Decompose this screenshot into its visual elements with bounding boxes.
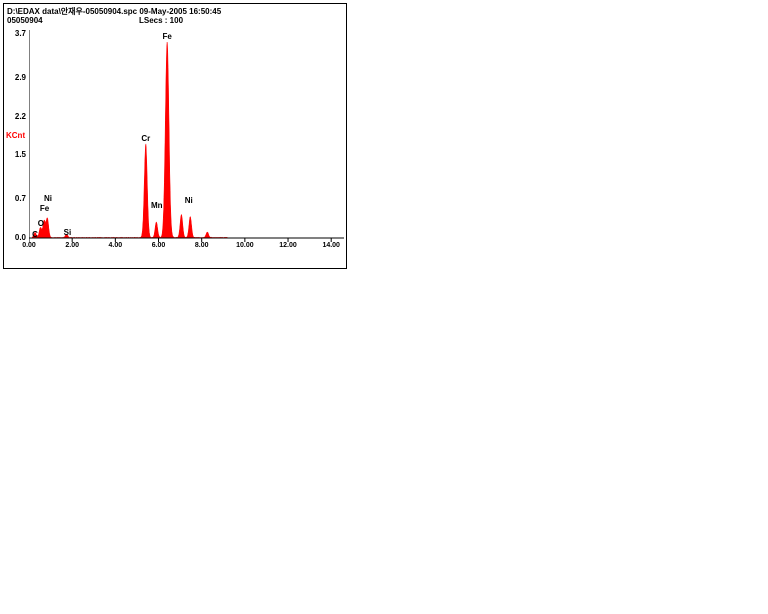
lsecs-label: LSecs : 100 bbox=[139, 16, 183, 25]
spectrum-trace bbox=[29, 42, 342, 238]
peak-label-ni: Ni bbox=[44, 194, 52, 203]
x-tick-label: 14.00 bbox=[322, 242, 340, 249]
peak-label-si: Si bbox=[64, 228, 72, 237]
y-tick-label: 2.2 bbox=[6, 112, 26, 121]
plot-area: COFeNiSiCrMnFeNi bbox=[29, 30, 344, 248]
peak-label-fe: Fe bbox=[162, 32, 171, 41]
y-tick-label: 3.7 bbox=[6, 29, 26, 38]
x-tick-label: 12.00 bbox=[279, 242, 297, 249]
x-tick-label: 6.00 bbox=[152, 242, 166, 249]
y-tick-label: 2.9 bbox=[6, 73, 26, 82]
peak-label-o: O bbox=[38, 219, 44, 228]
y-tick-label: 0.7 bbox=[6, 194, 26, 203]
sample-id: 05050904 bbox=[7, 16, 43, 25]
edax-spectrum-window: D:\EDAX data\안재우-05050904.spc 09-May-200… bbox=[3, 3, 347, 269]
spectrum-svg bbox=[29, 30, 344, 248]
peak-label-fe: Fe bbox=[40, 204, 49, 213]
peak-label-mn: Mn bbox=[151, 201, 163, 210]
x-tick-label: 10.00 bbox=[236, 242, 254, 249]
y-tick-label: 0.0 bbox=[6, 233, 26, 242]
peak-label-c: C bbox=[32, 230, 38, 239]
x-tick-label: 4.00 bbox=[109, 242, 123, 249]
peak-label-cr: Cr bbox=[141, 134, 150, 143]
x-tick-label: 2.00 bbox=[65, 242, 79, 249]
y-tick-label: 1.5 bbox=[6, 150, 26, 159]
x-tick-label: 0.00 bbox=[22, 242, 36, 249]
peak-label-ni: Ni bbox=[185, 196, 193, 205]
x-tick-label: 8.00 bbox=[195, 242, 209, 249]
y-axis-label: KCnt bbox=[6, 131, 25, 140]
